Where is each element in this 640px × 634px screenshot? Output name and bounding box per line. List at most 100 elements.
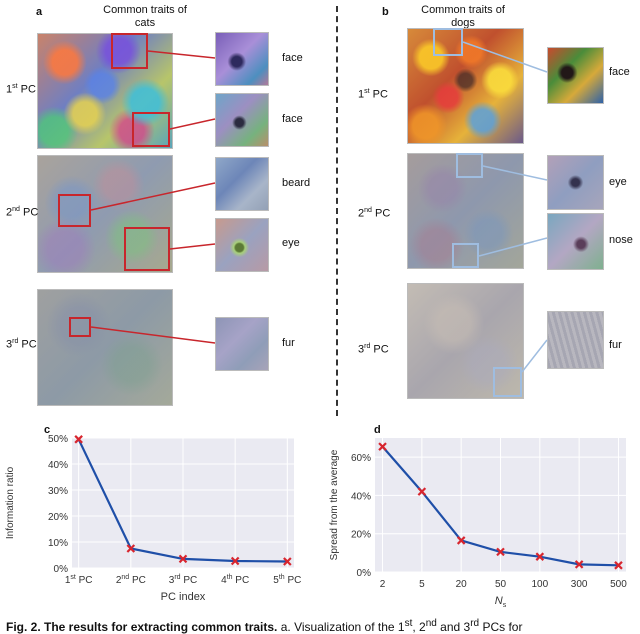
dog-eye-zoom bbox=[547, 155, 604, 210]
y-tick-label: 40% bbox=[48, 460, 68, 471]
dog-fur-zoom bbox=[547, 311, 604, 369]
panel-b-title-line1: Common traits of bbox=[421, 4, 505, 16]
data-point-stroke bbox=[283, 557, 292, 566]
dog-face-highlight bbox=[433, 28, 463, 56]
panel-b-title-line2: dogs bbox=[451, 17, 475, 29]
y-tick-label: 20% bbox=[48, 512, 68, 523]
cat-eye-zoom bbox=[215, 218, 269, 272]
cat-face-zoom-1 bbox=[215, 32, 269, 86]
cat-pc1-image bbox=[37, 33, 173, 149]
x-tick-label: 4th PC bbox=[221, 574, 249, 586]
data-point-stroke bbox=[574, 560, 584, 569]
dog-pc1-label: 1st PC bbox=[358, 88, 388, 101]
dog-pc3-label: 3rd PC bbox=[358, 343, 389, 356]
data-point-stroke bbox=[535, 552, 545, 561]
cat-face-zoom-2 bbox=[215, 93, 269, 147]
x-tick-label: 2 bbox=[380, 579, 386, 590]
data-point-stroke bbox=[126, 544, 136, 553]
panel-a-title-line2: cats bbox=[134, 17, 156, 29]
dog-nose-highlight bbox=[452, 243, 479, 268]
x-axis-label: Ns bbox=[495, 595, 507, 609]
y-tick-label: 0% bbox=[54, 564, 69, 575]
y-tick-label: 60% bbox=[351, 453, 371, 464]
dog-connector-lines bbox=[462, 41, 548, 373]
y-tick-label: 20% bbox=[351, 530, 371, 541]
data-point bbox=[126, 544, 136, 553]
x-tick-label: 300 bbox=[571, 579, 588, 590]
chart-d: 0% 20% 40% 60% 2 5 20 50 100 300 500 Spread from th… bbox=[329, 438, 627, 609]
cat-fur-zoom bbox=[215, 317, 269, 371]
data-point bbox=[456, 536, 466, 545]
x-tick-label: 5th PC bbox=[273, 574, 301, 586]
dog-eye-highlight bbox=[456, 153, 483, 178]
dog-trait-fur: fur bbox=[609, 339, 622, 351]
dog-pc1-image bbox=[407, 28, 524, 144]
x-axis-label: PC index bbox=[161, 591, 206, 603]
data-point-stroke bbox=[378, 442, 387, 451]
cat-trait-face-2: face bbox=[282, 113, 303, 125]
data-point-stroke bbox=[74, 435, 83, 444]
cat-face-highlight-2 bbox=[132, 112, 170, 147]
data-point bbox=[378, 442, 387, 451]
panel-a-title: Common traits of cats bbox=[85, 4, 205, 30]
x-tick-label: 20 bbox=[456, 579, 468, 590]
data-point bbox=[614, 561, 623, 570]
data-point-stroke bbox=[496, 547, 505, 557]
cat-pc1-label: 1st PC bbox=[6, 83, 36, 96]
cat-beard-zoom bbox=[215, 157, 269, 211]
cat-trait-face-1: face bbox=[282, 52, 303, 64]
panel-b-title: Common traits of dogs bbox=[408, 4, 518, 30]
cat-face-highlight-1 bbox=[111, 33, 148, 69]
data-point-stroke bbox=[614, 561, 623, 570]
y-tick-label: 10% bbox=[48, 538, 68, 549]
dog-trait-nose: nose bbox=[609, 234, 633, 246]
dog-face-zoom bbox=[547, 47, 604, 104]
data-point bbox=[574, 560, 584, 569]
cat-pc2-label: 2nd PC bbox=[6, 206, 39, 219]
caption-lead: Fig. 2. The results for extracting commo… bbox=[6, 620, 278, 634]
x-tick-label: 3rd PC bbox=[169, 574, 197, 586]
cat-pc2-image bbox=[37, 155, 173, 273]
dog-pc2-label: 2nd PC bbox=[358, 207, 391, 220]
panel-d-letter: d bbox=[374, 424, 381, 436]
data-point bbox=[283, 557, 292, 566]
cat-trait-beard: beard bbox=[282, 177, 311, 189]
x-tick-label: 5 bbox=[419, 579, 425, 590]
x-tick-label: 2nd PC bbox=[116, 574, 146, 586]
cat-eye-highlight bbox=[124, 227, 170, 271]
y-tick-label: 0% bbox=[357, 568, 372, 579]
cat-pc3-label: 3rd PC bbox=[6, 338, 37, 351]
panel-b-letter: b bbox=[382, 6, 389, 18]
data-point-stroke bbox=[456, 536, 466, 545]
dog-trait-face: face bbox=[609, 66, 630, 78]
cat-trait-eye: eye bbox=[282, 237, 300, 249]
y-tick-label: 50% bbox=[48, 434, 68, 445]
data-point-stroke bbox=[230, 556, 240, 566]
y-axis-label: Spread from the average bbox=[329, 449, 340, 560]
x-tick-label: 50 bbox=[495, 579, 507, 590]
y-tick-label: 40% bbox=[351, 491, 371, 502]
cat-beard-highlight bbox=[58, 194, 91, 227]
data-point-stroke bbox=[417, 487, 427, 496]
data-point bbox=[230, 556, 240, 566]
panel-divider bbox=[336, 6, 338, 416]
panel-a-title-line1: Common traits of bbox=[103, 4, 187, 16]
data-point bbox=[74, 435, 83, 444]
x-tick-label: 500 bbox=[610, 579, 627, 590]
cat-fur-highlight bbox=[69, 317, 91, 337]
panel-c-letter: c bbox=[44, 424, 51, 436]
cat-connector-lines bbox=[90, 50, 216, 344]
cat-trait-fur: fur bbox=[282, 337, 295, 349]
dog-trait-eye: eye bbox=[609, 176, 627, 188]
x-tick-label: 100 bbox=[531, 579, 548, 590]
figure-caption: Fig. 2. The results for extracting commo… bbox=[6, 618, 523, 634]
data-point-stroke bbox=[178, 554, 188, 564]
x-tick-label: 1st PC bbox=[65, 574, 93, 586]
y-tick-label: 30% bbox=[48, 486, 68, 497]
chart-c: 0% 10% 20% 30% 40% 50% 1st PC 2nd PC 3rd PC 4th P… bbox=[5, 434, 301, 603]
cat-pc3-image bbox=[37, 289, 173, 406]
data-point bbox=[178, 554, 188, 564]
panel-a-letter: a bbox=[36, 6, 43, 18]
dog-nose-zoom bbox=[547, 213, 604, 270]
dog-fur-highlight bbox=[493, 367, 522, 397]
